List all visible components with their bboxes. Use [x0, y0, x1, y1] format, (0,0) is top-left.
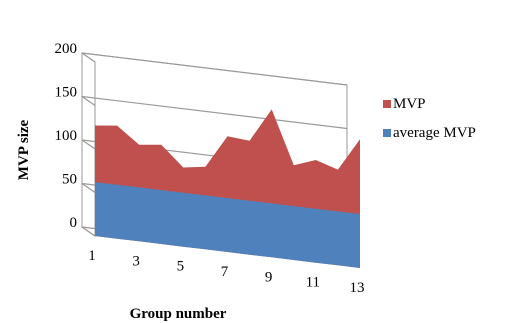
y-axis-title: MVP size [16, 119, 32, 180]
y-tick-label: 100 [55, 128, 78, 144]
x-tick-label: 5 [177, 259, 185, 275]
x-tick-label: 1 [88, 248, 96, 264]
x-tick-label: 3 [132, 253, 140, 269]
x-axis-ticks: 1 3 5 7 9 11 13 [88, 248, 364, 296]
legend-label: MVP [393, 96, 426, 112]
gridline [81, 52, 348, 86]
gridline-depth [81, 96, 96, 106]
y-tick-label: 50 [62, 172, 77, 188]
plot-area [95, 109, 360, 269]
y-axis-ticks: 0 50 100 150 200 [55, 41, 78, 231]
x-tick-label: 9 [265, 269, 273, 285]
gridline-depth [81, 183, 96, 193]
gridline-depth [81, 139, 96, 150]
gridline [81, 95, 348, 130]
legend: MVP average MVP [383, 96, 476, 141]
x-tick-label: 13 [350, 280, 365, 296]
y-tick-label: 0 [70, 215, 78, 231]
legend-swatch [383, 129, 391, 137]
legend-swatch [383, 100, 391, 108]
legend-label: average MVP [393, 125, 476, 141]
gridline-depth [81, 226, 96, 237]
x-axis-title: Group number [130, 306, 227, 322]
series-area-average-mvp [95, 182, 360, 268]
x-tick-label: 7 [221, 264, 229, 280]
x-tick-label: 11 [306, 275, 320, 291]
gridline-depth [81, 52, 96, 63]
y-tick-label: 200 [55, 41, 78, 57]
y-tick-label: 150 [55, 85, 78, 101]
